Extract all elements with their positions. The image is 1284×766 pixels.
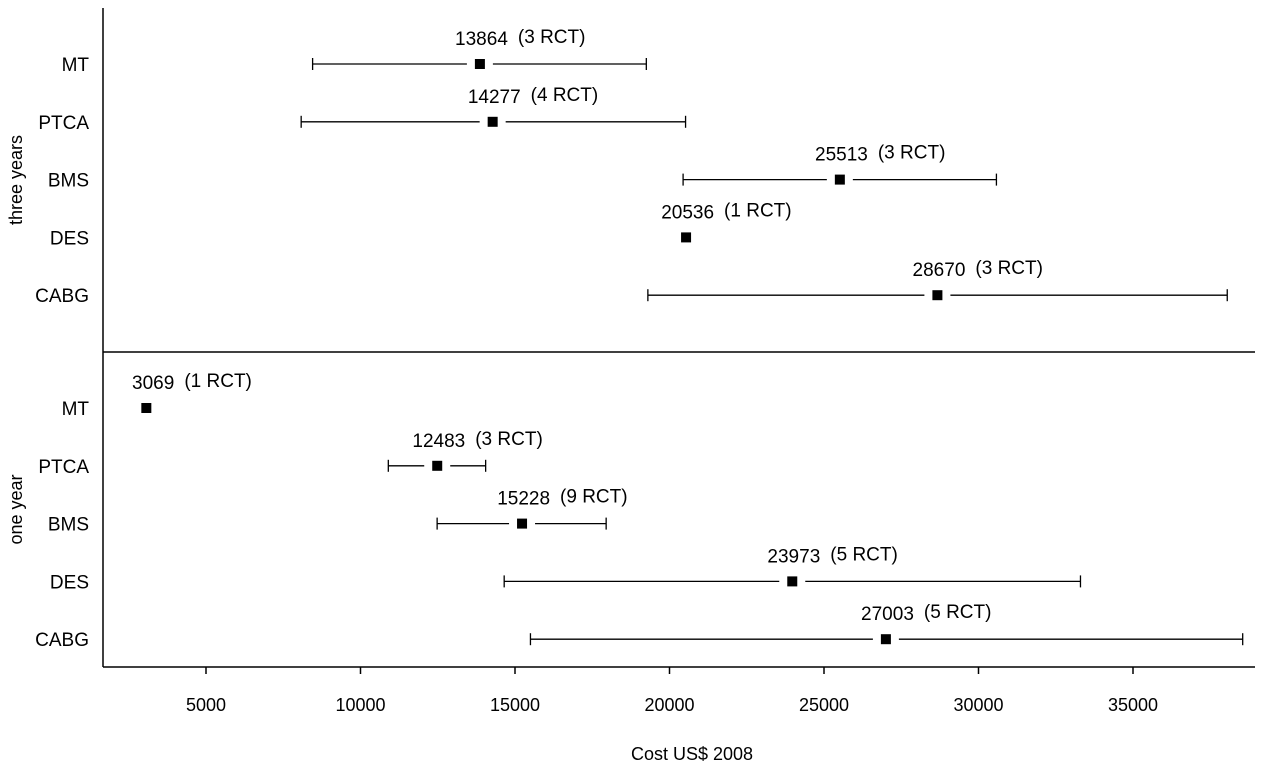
category-label: DES bbox=[50, 228, 89, 249]
value-label: 25513 bbox=[815, 145, 868, 166]
panel-label: one year bbox=[6, 474, 26, 544]
category-label: PTCA bbox=[38, 113, 89, 134]
value-label: 3069 bbox=[132, 373, 174, 394]
point-marker bbox=[517, 518, 528, 529]
category-label: CABG bbox=[35, 286, 89, 307]
rct-count-label: (3 RCT) bbox=[475, 429, 543, 450]
category-label: BMS bbox=[48, 171, 89, 192]
x-tick-label: 30000 bbox=[953, 695, 1003, 715]
panels: three years MT 13864 (3 RCT) PTCA 14277 (4 RCT… bbox=[6, 27, 1244, 651]
category-label: MT bbox=[62, 55, 90, 76]
forest-row: BMS 15228 (9 RCT) bbox=[48, 487, 628, 536]
rct-count-label: (5 RCT) bbox=[924, 602, 992, 623]
category-label: MT bbox=[62, 399, 90, 420]
category-label: DES bbox=[50, 572, 89, 593]
value-label: 13864 bbox=[455, 29, 508, 50]
value-label: 20536 bbox=[661, 202, 714, 223]
value-label: 27003 bbox=[861, 604, 914, 625]
panel: one year MT 3069 (1 RCT) PTCA 12483 (3 RCT) BMS… bbox=[6, 371, 1244, 651]
rct-count-label: (3 RCT) bbox=[975, 258, 1043, 279]
forest-row: DES 20536 (1 RCT) bbox=[50, 200, 792, 249]
forest-row: PTCA 14277 (4 RCT) bbox=[38, 85, 687, 134]
panel: three years MT 13864 (3 RCT) PTCA 14277 (4 RCT… bbox=[6, 27, 1228, 307]
x-tick-label: 5000 bbox=[186, 695, 226, 715]
point-marker bbox=[932, 290, 943, 301]
forest-row: DES 23973 (5 RCT) bbox=[50, 544, 1082, 593]
x-tick-label: 15000 bbox=[490, 695, 540, 715]
value-label: 28670 bbox=[913, 260, 966, 281]
point-marker bbox=[834, 174, 845, 185]
value-label: 14277 bbox=[468, 87, 521, 108]
category-label: BMS bbox=[48, 515, 89, 536]
x-axis-ticks: 5000 10000 15000 20000 25000 30000 35000 bbox=[186, 667, 1158, 715]
forest-row: PTCA 12483 (3 RCT) bbox=[38, 429, 542, 478]
forest-row: BMS 25513 (3 RCT) bbox=[48, 143, 998, 192]
category-label: CABG bbox=[35, 630, 89, 651]
rct-count-label: (4 RCT) bbox=[531, 85, 599, 106]
point-marker bbox=[880, 634, 891, 645]
x-tick-label: 25000 bbox=[799, 695, 849, 715]
rct-count-label: (5 RCT) bbox=[830, 544, 898, 565]
rct-count-label: (9 RCT) bbox=[560, 487, 628, 508]
x-tick-label: 35000 bbox=[1108, 695, 1158, 715]
category-label: PTCA bbox=[38, 457, 89, 478]
x-tick-label: 20000 bbox=[644, 695, 694, 715]
value-label: 23973 bbox=[767, 546, 820, 567]
point-marker bbox=[474, 59, 485, 69]
rct-count-label: (1 RCT) bbox=[184, 371, 252, 392]
rct-count-label: (3 RCT) bbox=[878, 143, 946, 164]
point-marker bbox=[681, 232, 692, 243]
point-marker bbox=[432, 460, 443, 471]
point-marker bbox=[141, 403, 152, 413]
x-tick-label: 10000 bbox=[335, 695, 385, 715]
rct-count-label: (1 RCT) bbox=[724, 200, 792, 221]
forest-row: MT 13864 (3 RCT) bbox=[62, 27, 647, 76]
point-marker bbox=[487, 116, 498, 127]
forest-row: MT 3069 (1 RCT) bbox=[62, 371, 252, 420]
forest-row: CABG 28670 (3 RCT) bbox=[35, 258, 1228, 307]
value-label: 12483 bbox=[412, 431, 465, 452]
x-axis-title: Cost US$ 2008 bbox=[631, 744, 753, 764]
rct-count-label: (3 RCT) bbox=[518, 27, 586, 48]
point-marker bbox=[787, 576, 798, 587]
forest-row: CABG 27003 (5 RCT) bbox=[35, 602, 1244, 651]
panel-label: three years bbox=[6, 135, 26, 225]
value-label: 15228 bbox=[497, 489, 550, 510]
